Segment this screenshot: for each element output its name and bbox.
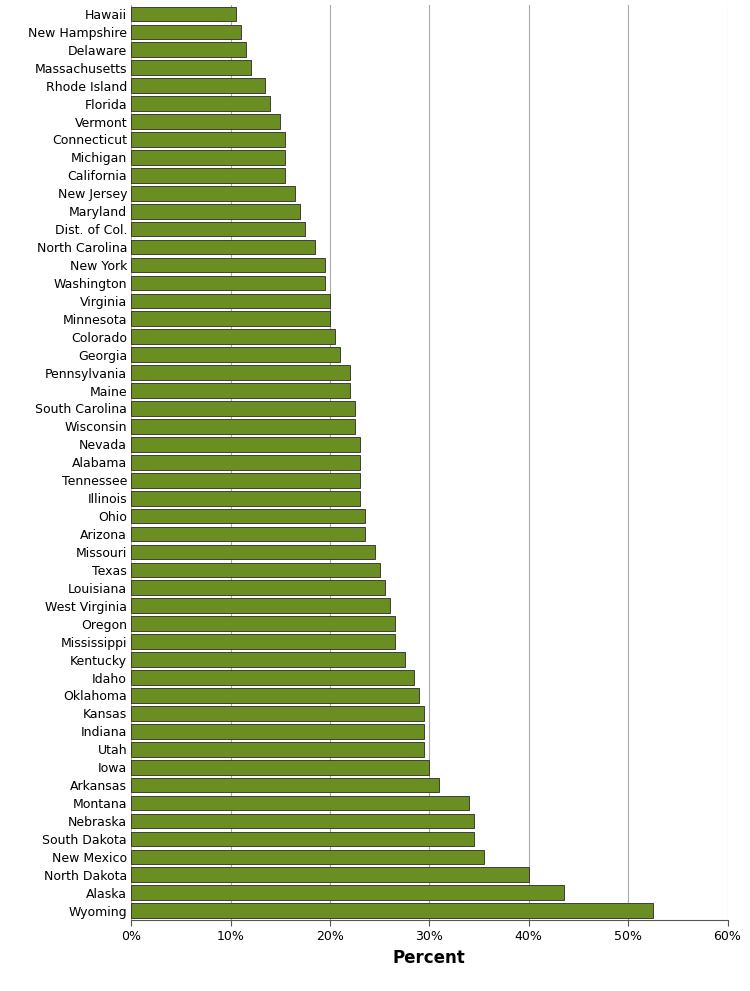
Bar (131, 437, 360, 452)
Bar (131, 796, 470, 811)
Bar (131, 599, 390, 613)
Bar (131, 347, 340, 362)
Bar (131, 293, 330, 308)
Bar (131, 581, 385, 596)
Bar (131, 634, 394, 649)
Bar (131, 204, 300, 219)
Bar (131, 563, 380, 578)
Bar (131, 760, 429, 775)
Bar (131, 168, 285, 182)
Bar (131, 60, 251, 75)
Bar (131, 473, 360, 488)
Bar (131, 849, 484, 864)
Bar (131, 831, 474, 846)
Bar (131, 96, 270, 111)
Bar (131, 366, 350, 380)
Bar (131, 43, 245, 57)
Bar (131, 652, 404, 667)
Bar (131, 114, 280, 129)
Bar (131, 78, 266, 93)
Bar (131, 814, 474, 828)
Bar (131, 419, 355, 434)
Bar (131, 778, 440, 793)
Bar (131, 150, 285, 165)
Bar (131, 670, 415, 685)
Bar (131, 240, 315, 255)
Bar (131, 311, 330, 326)
Bar (131, 508, 364, 523)
Bar (131, 616, 394, 631)
Bar (131, 545, 375, 559)
Bar (131, 455, 360, 470)
Bar (131, 132, 285, 147)
Bar (131, 7, 236, 21)
Bar (131, 526, 364, 541)
Bar (131, 222, 305, 237)
Bar (131, 904, 653, 918)
Bar (131, 491, 360, 505)
Bar (131, 742, 424, 756)
Bar (131, 401, 355, 416)
Bar (131, 688, 419, 703)
Bar (131, 275, 325, 290)
Bar (131, 258, 325, 273)
Bar (131, 706, 424, 720)
Bar (131, 384, 350, 398)
Bar (131, 25, 241, 40)
Bar (131, 329, 335, 344)
X-axis label: Percent: Percent (393, 948, 466, 966)
Bar (131, 885, 563, 900)
Bar (131, 186, 296, 200)
Bar (131, 724, 424, 738)
Bar (131, 867, 529, 882)
